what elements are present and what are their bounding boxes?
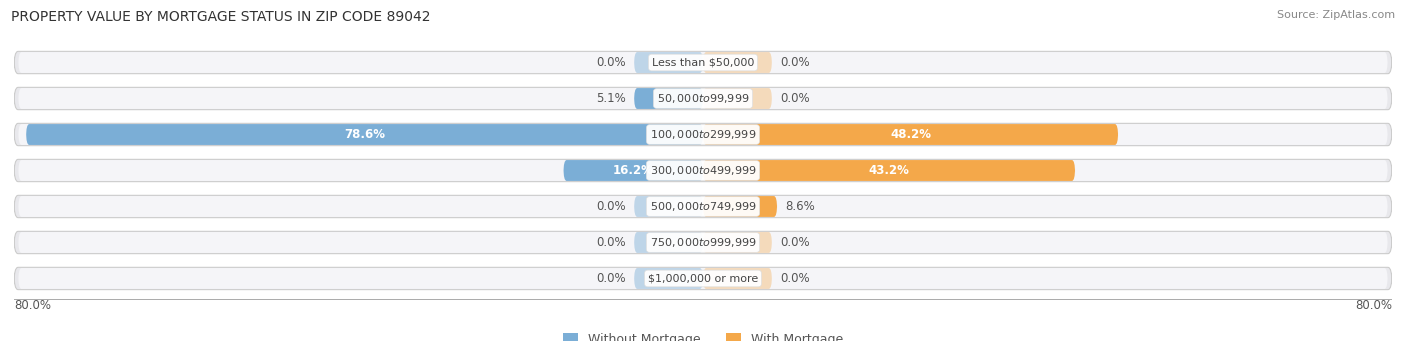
Text: 80.0%: 80.0% bbox=[14, 299, 51, 312]
Text: $300,000 to $499,999: $300,000 to $499,999 bbox=[650, 164, 756, 177]
FancyBboxPatch shape bbox=[634, 196, 703, 217]
FancyBboxPatch shape bbox=[18, 124, 1388, 145]
Text: 0.0%: 0.0% bbox=[780, 92, 810, 105]
FancyBboxPatch shape bbox=[703, 88, 772, 109]
FancyBboxPatch shape bbox=[14, 87, 1392, 110]
FancyBboxPatch shape bbox=[703, 268, 772, 289]
FancyBboxPatch shape bbox=[14, 159, 1392, 182]
Text: 8.6%: 8.6% bbox=[786, 200, 815, 213]
Text: 5.1%: 5.1% bbox=[596, 92, 626, 105]
FancyBboxPatch shape bbox=[14, 123, 1392, 146]
Text: $500,000 to $749,999: $500,000 to $749,999 bbox=[650, 200, 756, 213]
FancyBboxPatch shape bbox=[14, 195, 1392, 218]
FancyBboxPatch shape bbox=[703, 52, 772, 73]
FancyBboxPatch shape bbox=[703, 124, 1118, 145]
FancyBboxPatch shape bbox=[18, 88, 1388, 109]
Text: PROPERTY VALUE BY MORTGAGE STATUS IN ZIP CODE 89042: PROPERTY VALUE BY MORTGAGE STATUS IN ZIP… bbox=[11, 10, 430, 24]
Text: $100,000 to $299,999: $100,000 to $299,999 bbox=[650, 128, 756, 141]
Text: Less than $50,000: Less than $50,000 bbox=[652, 58, 754, 68]
FancyBboxPatch shape bbox=[18, 232, 1388, 253]
FancyBboxPatch shape bbox=[14, 51, 1392, 74]
Text: Source: ZipAtlas.com: Source: ZipAtlas.com bbox=[1277, 10, 1395, 20]
FancyBboxPatch shape bbox=[634, 232, 703, 253]
Text: 80.0%: 80.0% bbox=[1355, 299, 1392, 312]
Text: 78.6%: 78.6% bbox=[344, 128, 385, 141]
Text: 0.0%: 0.0% bbox=[596, 56, 626, 69]
Text: 0.0%: 0.0% bbox=[596, 236, 626, 249]
Text: 0.0%: 0.0% bbox=[596, 272, 626, 285]
Text: 0.0%: 0.0% bbox=[596, 200, 626, 213]
Text: 43.2%: 43.2% bbox=[869, 164, 910, 177]
FancyBboxPatch shape bbox=[14, 231, 1392, 254]
Legend: Without Mortgage, With Mortgage: Without Mortgage, With Mortgage bbox=[558, 328, 848, 341]
FancyBboxPatch shape bbox=[634, 268, 703, 289]
Text: 0.0%: 0.0% bbox=[780, 236, 810, 249]
FancyBboxPatch shape bbox=[14, 267, 1392, 290]
Text: 16.2%: 16.2% bbox=[613, 164, 654, 177]
FancyBboxPatch shape bbox=[18, 160, 1388, 181]
Text: $1,000,000 or more: $1,000,000 or more bbox=[648, 273, 758, 283]
FancyBboxPatch shape bbox=[634, 88, 703, 109]
FancyBboxPatch shape bbox=[27, 124, 703, 145]
FancyBboxPatch shape bbox=[18, 268, 1388, 289]
FancyBboxPatch shape bbox=[703, 232, 772, 253]
Text: $50,000 to $99,999: $50,000 to $99,999 bbox=[657, 92, 749, 105]
Text: 0.0%: 0.0% bbox=[780, 56, 810, 69]
Text: $750,000 to $999,999: $750,000 to $999,999 bbox=[650, 236, 756, 249]
FancyBboxPatch shape bbox=[18, 52, 1388, 73]
Text: 0.0%: 0.0% bbox=[780, 272, 810, 285]
FancyBboxPatch shape bbox=[634, 52, 703, 73]
FancyBboxPatch shape bbox=[703, 160, 1076, 181]
FancyBboxPatch shape bbox=[564, 160, 703, 181]
FancyBboxPatch shape bbox=[18, 196, 1388, 217]
Text: 48.2%: 48.2% bbox=[890, 128, 931, 141]
FancyBboxPatch shape bbox=[703, 196, 778, 217]
